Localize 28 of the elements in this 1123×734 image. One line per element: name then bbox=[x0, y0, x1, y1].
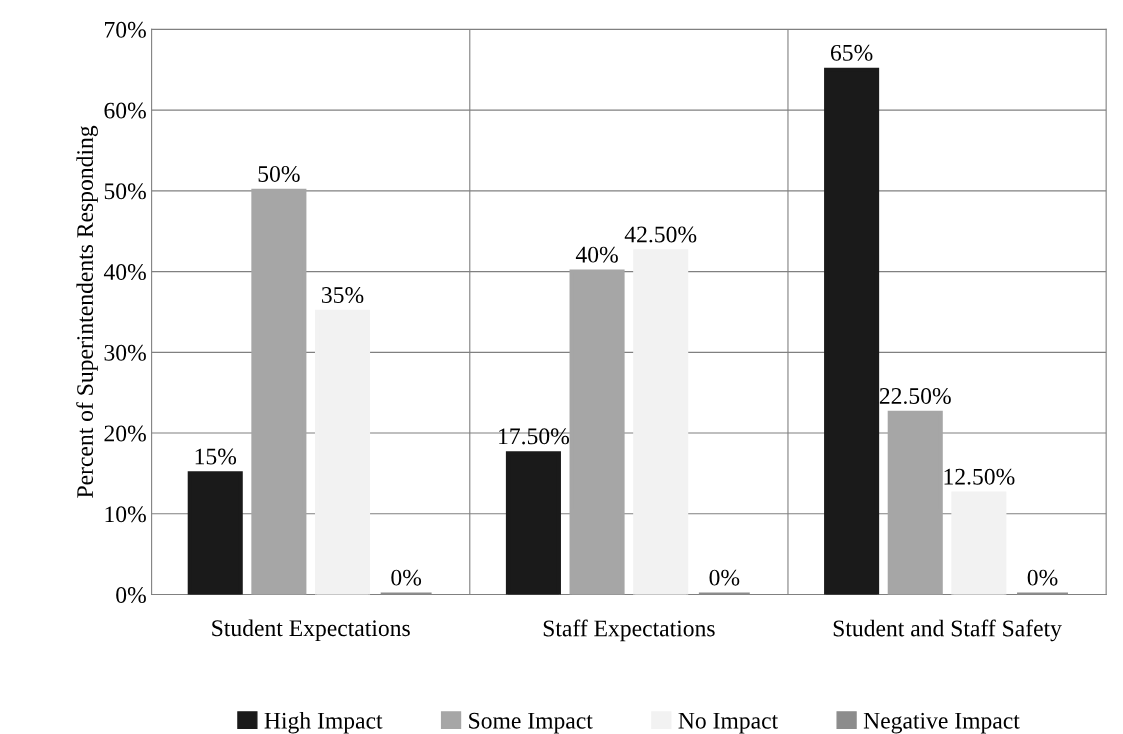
data-label: 0% bbox=[1027, 569, 1058, 586]
y-tick-label: 70% bbox=[105, 21, 146, 38]
x-tick-label: Student Expectations bbox=[212, 619, 410, 641]
data-label: 65% bbox=[830, 44, 873, 61]
data-label: 12.50% bbox=[944, 468, 1015, 485]
x-tick-label: Staff Expectations bbox=[543, 619, 715, 642]
data-label: 22.50% bbox=[879, 387, 951, 405]
data-label: 15% bbox=[195, 448, 237, 465]
y-tick-label: 10% bbox=[105, 506, 146, 523]
y-tick-label: 50% bbox=[104, 183, 146, 200]
legend-label: High Impact bbox=[264, 712, 383, 734]
data-label: 0% bbox=[709, 569, 740, 586]
data-label: 50% bbox=[258, 165, 300, 182]
y-axis-title: Percent of Superintendents Responding bbox=[76, 125, 98, 498]
data-label: 0% bbox=[391, 569, 422, 586]
y-tick-label: 0% bbox=[116, 587, 146, 604]
legend-label: Negative Impact bbox=[863, 712, 1020, 734]
y-tick-label: 30% bbox=[104, 344, 146, 361]
y-tick-label: 20% bbox=[104, 425, 146, 442]
data-label: 17.50% bbox=[499, 428, 570, 445]
y-tick-label: 40% bbox=[103, 264, 146, 281]
legend-label: Some Impact bbox=[469, 712, 593, 734]
y-tick-label: 60% bbox=[104, 102, 146, 119]
data-label: 35% bbox=[322, 287, 364, 304]
legend-label: No Impact bbox=[678, 712, 778, 734]
data-label: 40% bbox=[575, 246, 618, 263]
x-tick-label: Student and Staff Safety bbox=[833, 619, 1062, 642]
data-label: 42.50% bbox=[624, 226, 697, 243]
